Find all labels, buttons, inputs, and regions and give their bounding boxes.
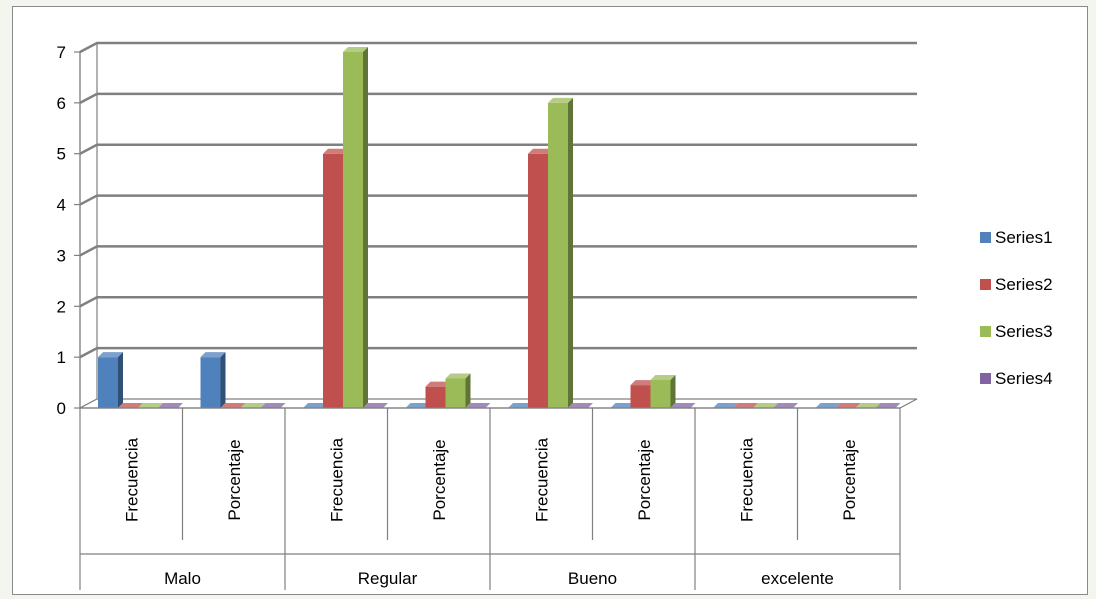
bar [260,403,286,408]
bar [220,403,246,408]
bar [753,403,778,408]
bar [650,375,676,408]
gridline [79,346,917,359]
bar [98,352,123,408]
x-category-label: Porcentaje [430,439,449,520]
x-category-label: Porcentaje [840,439,859,520]
bar [713,403,738,408]
gridline [79,296,917,308]
x-category-label: Frecuencia [737,437,756,522]
bar [138,403,163,408]
bar [835,403,861,408]
gridline [79,92,917,104]
y-tick-label: 7 [57,43,66,62]
bar [568,403,593,408]
gridline [79,41,917,54]
y-axis: 0 1 2 3 4 5 6 7 [57,43,81,418]
bar [855,403,881,408]
bar [773,403,798,408]
x-group-label: excelente [761,569,834,588]
bar [548,97,573,408]
x-category-label: Porcentaje [225,439,244,520]
x-category-label: Frecuencia [122,437,141,522]
bar [445,373,471,408]
y-tick-label: 0 [57,399,66,418]
bar [240,403,266,408]
y-tick-label: 6 [57,94,66,113]
gridline [79,245,917,257]
bar [343,47,368,408]
bar [875,403,901,408]
bar [670,403,696,408]
y-tick-label: 3 [57,246,66,265]
y-tick-label: 2 [57,297,66,316]
legend-item: Series2 [980,275,1053,294]
legend-label: Series4 [995,369,1053,388]
bar [508,403,533,408]
legend-swatch [980,232,991,243]
gridline [79,143,917,155]
x-category-label: Porcentaje [635,439,654,520]
x-axis: Frecuencia Porcentaje Frecuencia Porcentaje… [79,407,901,590]
y-tick-label: 1 [57,348,66,367]
bar [405,403,431,408]
bar [465,403,491,408]
bar [200,352,226,408]
legend-label: Series3 [995,322,1053,341]
bar [158,403,183,408]
x-group-label: Malo [164,569,201,588]
legend-item: Series1 [980,228,1053,247]
legend-swatch [980,326,991,337]
gridlines [79,41,918,409]
x-category-label: Frecuencia [532,437,551,522]
legend-swatch [980,279,991,290]
x-group-label: Bueno [568,569,617,588]
legend-item: Series4 [980,369,1053,388]
bar [363,403,388,408]
bar [815,403,841,408]
x-category-label: Frecuencia [327,437,346,522]
legend: Series1 Series2 Series3 Series4 [980,228,1053,388]
legend-label: Series1 [995,228,1053,247]
bar [733,403,758,408]
y-tick-label: 4 [57,196,66,215]
y-tick-label: 5 [57,145,66,164]
legend-item: Series3 [980,322,1053,341]
bar [303,403,328,408]
legend-label: Series2 [995,275,1053,294]
bars [98,47,901,408]
legend-swatch [980,373,991,384]
gridline [79,194,917,206]
bar [118,403,143,408]
x-group-label: Regular [358,569,418,588]
bar [610,403,636,408]
